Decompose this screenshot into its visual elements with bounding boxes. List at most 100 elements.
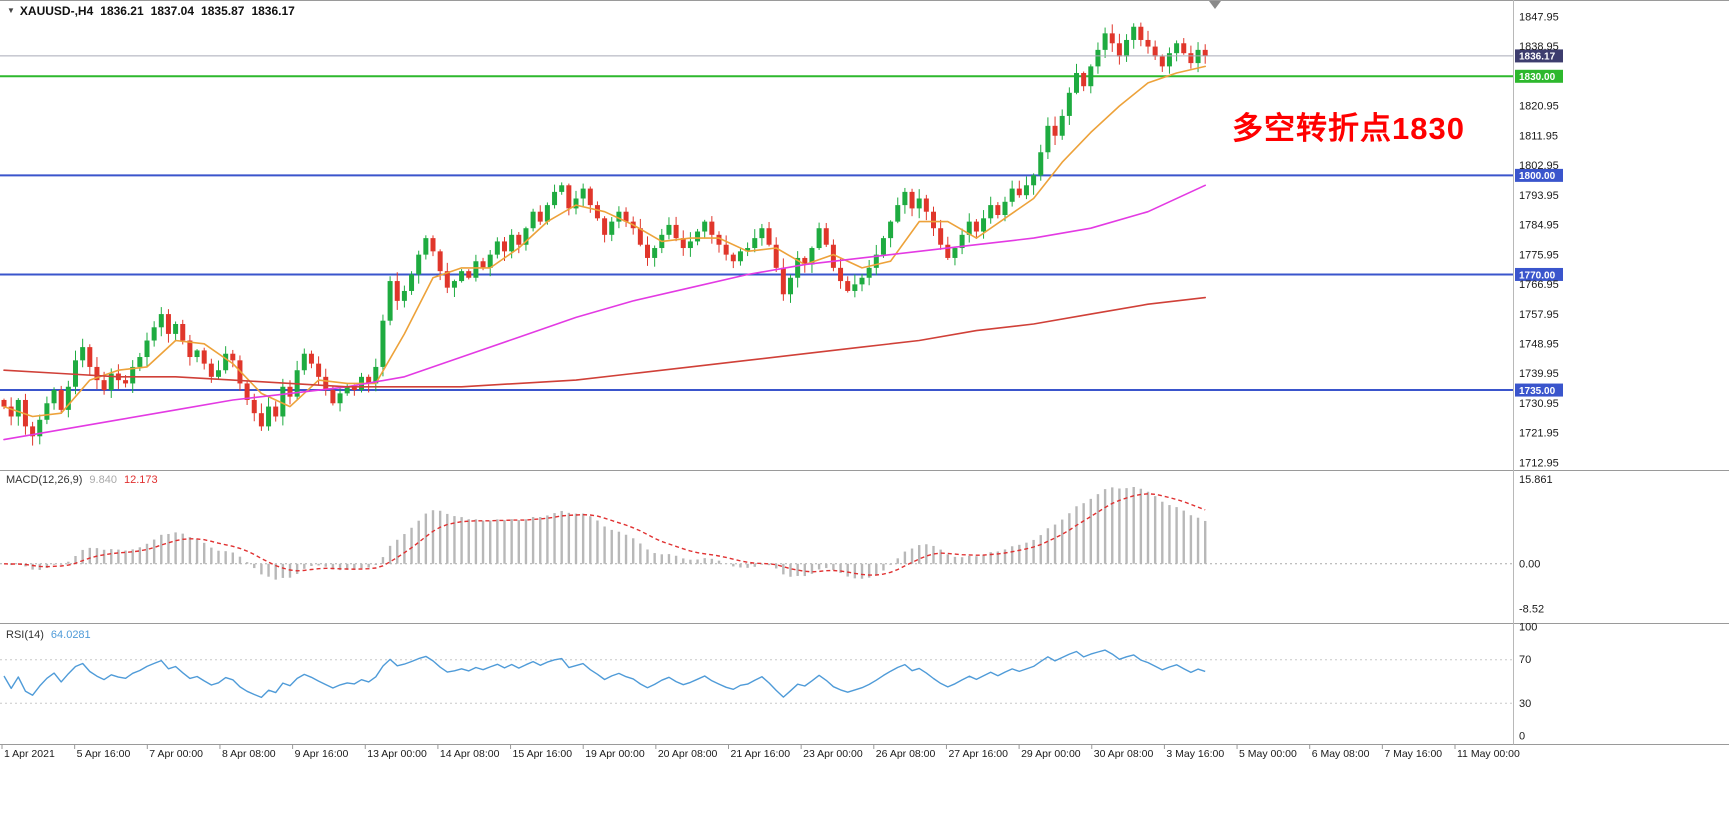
price-axis-label: 1793.95: [1519, 190, 1559, 202]
candle: [580, 183, 586, 207]
candle: [716, 231, 722, 253]
time-axis-label: 7 May 16:00: [1384, 748, 1442, 760]
macd-axis-label: 0.00: [1519, 558, 1540, 570]
time-axis-label: 29 Apr 00:00: [1021, 748, 1081, 760]
candle: [938, 219, 944, 250]
candle: [559, 182, 565, 195]
candle: [201, 347, 207, 370]
candle: [416, 250, 422, 284]
candle: [1009, 180, 1015, 207]
candle: [645, 236, 650, 266]
candle: [223, 346, 229, 374]
candle: [680, 230, 686, 256]
candle: [8, 397, 14, 426]
candle: [180, 319, 186, 345]
candle: [294, 360, 300, 400]
candle: [1016, 180, 1022, 198]
one-click-trading-arrow-icon[interactable]: ▼: [7, 6, 15, 15]
candle: [759, 223, 765, 246]
candle: [795, 251, 801, 288]
ohlc-close: 1836.17: [251, 4, 295, 18]
candle: [916, 189, 922, 219]
candle: [1002, 196, 1008, 222]
price-axis-label: 1766.95: [1519, 279, 1559, 291]
candle: [87, 344, 93, 376]
candle: [530, 208, 536, 232]
candle: [959, 228, 965, 255]
level-badge-text: 1770.00: [1519, 270, 1556, 281]
candle: [373, 358, 379, 392]
time-axis-label: 26 Apr 08:00: [876, 748, 936, 760]
time-axis-label: 13 Apr 00:00: [367, 748, 427, 760]
candle: [695, 228, 701, 246]
candle: [637, 218, 643, 247]
rsi-axis-label: 30: [1519, 698, 1531, 710]
candle: [80, 338, 86, 368]
ohlc-open: 1836.21: [100, 4, 144, 18]
candle: [823, 222, 829, 247]
candle: [330, 386, 336, 406]
time-axis-label: 21 Apr 16:00: [731, 748, 791, 760]
candle: [923, 194, 929, 221]
candle: [1102, 27, 1108, 58]
candle: [766, 221, 772, 247]
candle: [773, 237, 779, 273]
price-axis-label: 1721.95: [1519, 428, 1559, 440]
rsi-indicator-label: RSI(14) 64.0281: [6, 629, 91, 641]
time-axis-label: 15 Apr 16:00: [513, 748, 573, 760]
candle: [609, 217, 615, 242]
candle: [845, 276, 851, 293]
candle: [1131, 23, 1137, 49]
candle: [37, 414, 43, 445]
rsi-value: 64.0281: [50, 629, 91, 641]
candle: [687, 232, 693, 257]
macd-indicator-label: MACD(12,26,9) 9.840 12.173: [6, 474, 158, 486]
level-badge-text: 1830.00: [1519, 72, 1556, 83]
candle: [323, 368, 329, 396]
macd-pane[interactable]: 15.861 0.00 -8.52: [0, 474, 1553, 615]
candle: [852, 274, 858, 298]
chart-annotation[interactable]: 多空转折点1830: [1232, 111, 1465, 146]
level-price-badge: [1515, 168, 1563, 182]
rsi-pane[interactable]: 100 70 30 0: [0, 622, 1537, 743]
candle: [594, 201, 600, 221]
time-axis[interactable]: 1 Apr 2021 5 Apr 16:00 7 Apr 00:00 8 Apr 08…: [1, 744, 1520, 761]
price-scale[interactable]: 1847.95 1838.95 1820.95 1811.95 1802.95 1793.…: [1519, 12, 1559, 470]
candle: [266, 397, 272, 431]
candles-layer[interactable]: [1, 22, 1208, 446]
candle: [1181, 38, 1187, 55]
time-axis-label: 19 Apr 00:00: [585, 748, 645, 760]
candle: [451, 279, 457, 298]
candle: [859, 274, 865, 292]
bid-badge-text: 1836.17: [1519, 52, 1556, 63]
chart-shift-marker[interactable]: [1209, 1, 1221, 9]
candle: [158, 307, 164, 337]
price-axis-label: 1775.95: [1519, 249, 1559, 261]
candle: [273, 401, 279, 422]
chart-symbol-period: XAUUSD-,H4: [19, 4, 94, 18]
candle: [888, 220, 894, 248]
candle: [652, 245, 658, 267]
time-axis-label: 7 Apr 00:00: [149, 748, 203, 760]
level-price-badge: [1515, 69, 1563, 83]
candle: [788, 274, 793, 303]
candle: [430, 235, 436, 257]
candle: [780, 258, 786, 301]
price-axis-label: 1802.95: [1519, 160, 1559, 172]
time-axis-label: 27 Apr 16:00: [948, 748, 1008, 760]
candle: [258, 403, 264, 431]
candle: [623, 207, 629, 227]
level-price-badge: [1515, 383, 1563, 397]
price-level-lines[interactable]: 1830.00 1800.00 1770.00 1735.00: [0, 69, 1563, 397]
candle: [187, 334, 193, 366]
candle: [537, 205, 543, 225]
level-badge-text: 1800.00: [1519, 171, 1556, 182]
candle: [444, 262, 450, 294]
price-axis-label: 1748.95: [1519, 338, 1559, 350]
candle: [552, 184, 558, 209]
macd-main-value: 9.840: [89, 474, 117, 486]
time-axis-label: 6 May 08:00: [1312, 748, 1370, 760]
candle: [902, 187, 908, 214]
candle: [737, 248, 743, 266]
